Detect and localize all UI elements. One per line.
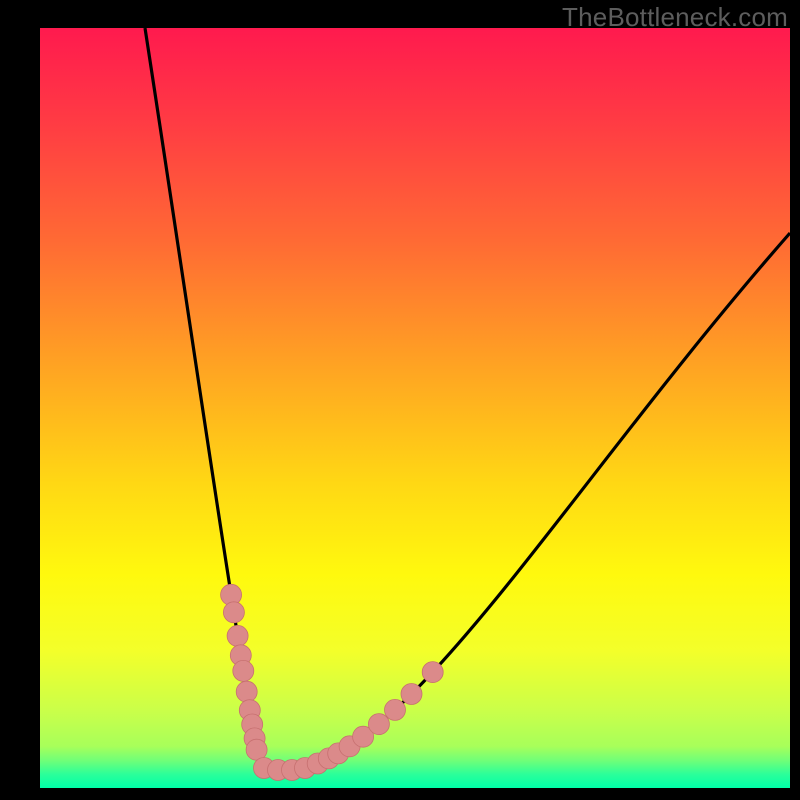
data-marker: [246, 739, 267, 760]
plot-area: [40, 28, 790, 788]
data-marker: [223, 602, 244, 623]
data-marker: [368, 714, 389, 735]
data-marker: [385, 699, 406, 720]
data-marker: [233, 660, 254, 681]
chart-canvas: TheBottleneck.com: [0, 0, 800, 800]
data-marker: [227, 625, 248, 646]
data-marker: [236, 681, 257, 702]
gradient-background: [40, 28, 790, 788]
watermark-text: TheBottleneck.com: [562, 2, 788, 33]
data-marker: [401, 684, 422, 705]
data-marker: [422, 662, 443, 683]
plot-svg: [40, 28, 790, 788]
